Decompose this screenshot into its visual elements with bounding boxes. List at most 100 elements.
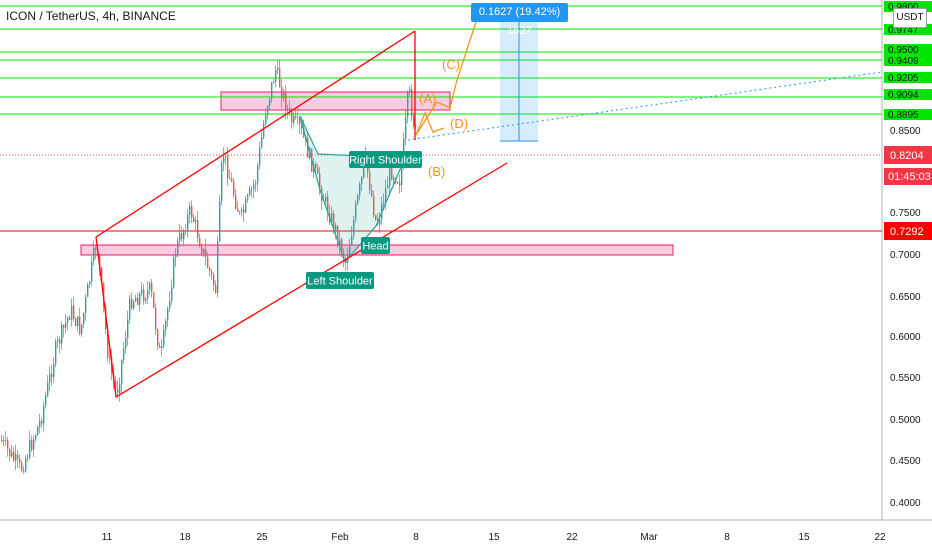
- candle-body: [399, 182, 401, 186]
- wave-projection-alt[interactable]: [415, 111, 445, 136]
- head-shoulders-pattern[interactable]: [299, 115, 406, 264]
- candle-body: [279, 67, 281, 87]
- candle-body: [157, 329, 159, 347]
- candle-body: [267, 106, 269, 116]
- candle-body: [165, 320, 167, 330]
- currency-badge[interactable]: USDT: [893, 8, 927, 28]
- left-shoulder-label: Left Shoulder: [307, 276, 373, 288]
- candle-body: [349, 244, 351, 257]
- candle-body: [71, 305, 73, 320]
- candle-body: [85, 297, 87, 313]
- candle-body: [271, 82, 273, 99]
- candle-body: [273, 82, 275, 84]
- candle-body: [405, 117, 407, 139]
- candle-body: [39, 420, 41, 427]
- candle-body: [295, 115, 297, 118]
- candle-body: [59, 339, 61, 344]
- candle-body: [199, 237, 201, 247]
- candle-body: [137, 297, 139, 305]
- candle-body: [229, 178, 231, 180]
- candle-body: [409, 89, 411, 93]
- candle-body: [99, 253, 101, 268]
- candle-body: [335, 225, 337, 231]
- candle-body: [207, 257, 209, 269]
- candle-body: [257, 165, 259, 184]
- candle-body: [407, 92, 409, 118]
- countdown-label: 01:45:03: [888, 171, 931, 183]
- candle-body: [21, 462, 23, 471]
- wave-label-c: (C): [442, 57, 460, 72]
- candle-body: [197, 220, 199, 238]
- head-label: Head: [362, 241, 388, 253]
- head-badge: [361, 237, 390, 254]
- candle-body: [357, 195, 359, 204]
- candle-body: [49, 373, 51, 383]
- candle-body: [23, 470, 25, 472]
- candle-body: [33, 439, 35, 450]
- candle-body: [265, 115, 267, 124]
- right-shoulder-label: Right Shoulder: [349, 155, 422, 167]
- y-tick-label: 0.7500: [890, 208, 921, 219]
- level-label-0950: 0.9500: [888, 45, 919, 56]
- resistance-lines[interactable]: [0, 5, 882, 115]
- candles-layer: [1, 60, 417, 474]
- candle-body: [89, 281, 91, 285]
- candle-body: [391, 166, 393, 180]
- candle-body: [161, 345, 163, 349]
- candle-body: [259, 147, 261, 166]
- candle-body: [123, 348, 125, 360]
- candle-body: [383, 202, 385, 204]
- candle-body: [287, 108, 289, 111]
- candle-body: [187, 215, 189, 232]
- level-label-09409: 0.9409: [888, 56, 919, 67]
- candle-body: [235, 195, 237, 209]
- candle-body: [341, 239, 343, 254]
- x-axis[interactable]: 11 18 25 Feb 8 15 22 Mar 8 15 22: [102, 532, 886, 543]
- x-tick-label: 15: [488, 532, 500, 543]
- candle-body: [93, 248, 95, 262]
- y-tick-label: 0.4500: [890, 456, 921, 467]
- candle-body: [353, 219, 355, 236]
- channel-left-line: [95, 236, 117, 398]
- level-label-09747: 0.9747: [888, 25, 919, 36]
- wave-label-b: (B): [428, 164, 445, 179]
- candle-body: [119, 383, 121, 394]
- candle-body: [281, 86, 283, 99]
- candle-body: [131, 298, 133, 309]
- candle-body: [371, 190, 373, 197]
- candle-body: [37, 426, 39, 436]
- support-price-label: 0.7292: [890, 226, 924, 238]
- candle-body: [331, 213, 333, 223]
- candle-body: [389, 166, 391, 186]
- candle-body: [109, 357, 111, 359]
- candle-body: [247, 194, 249, 200]
- candle-body: [415, 125, 417, 127]
- x-tick-label: 8: [413, 532, 419, 543]
- candle-body: [201, 246, 203, 254]
- candle-body: [107, 328, 109, 358]
- candle-body: [83, 312, 85, 325]
- candle-body: [55, 341, 57, 364]
- y-axis[interactable]: 0.8500 0.7500 0.7000 0.6500 0.6000 0.550…: [890, 126, 921, 509]
- y-tick-label: 0.7000: [890, 250, 921, 261]
- wave-projection[interactable]: [415, 21, 477, 136]
- candle-body: [35, 435, 37, 440]
- candle-body: [325, 196, 327, 201]
- candle-body: [101, 267, 103, 283]
- candle-body: [143, 289, 145, 301]
- candle-body: [173, 257, 175, 288]
- candle-body: [95, 248, 97, 250]
- candle-body: [361, 177, 363, 185]
- candle-body: [127, 319, 129, 339]
- candle-body: [81, 324, 83, 334]
- candle-body: [43, 405, 45, 424]
- candle-body: [145, 298, 147, 301]
- candle-body: [47, 382, 49, 396]
- candle-body: [141, 289, 143, 294]
- x-tick-label: Feb: [331, 532, 349, 543]
- candle-body: [307, 138, 309, 158]
- measurement-label: 0.1627 (19.42%) 1627: [471, 3, 568, 37]
- candle-body: [245, 199, 247, 213]
